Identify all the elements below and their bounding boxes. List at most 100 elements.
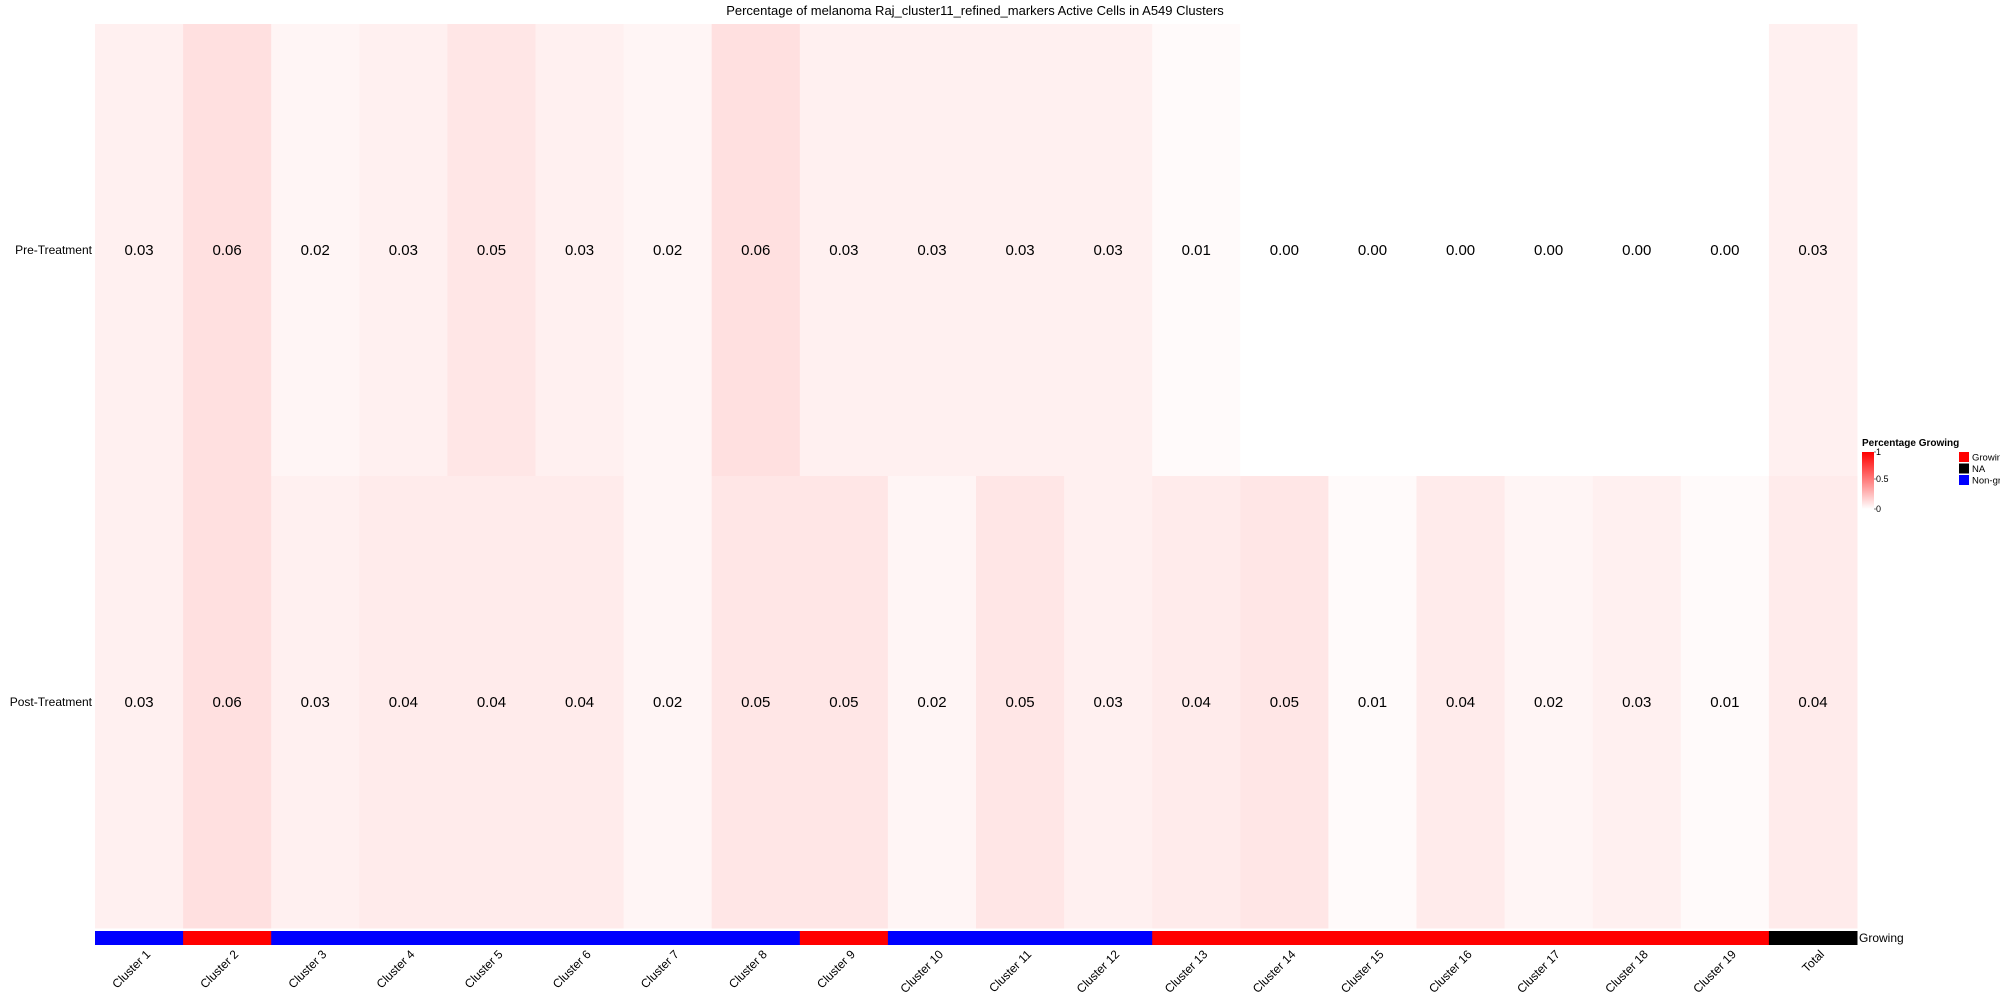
row-label: Pre-Treatment (15, 243, 93, 257)
heatmap-cell (1328, 476, 1417, 929)
cell-value-label: 0.04 (1446, 694, 1475, 711)
annotation-cell (1768, 931, 1858, 945)
column-label: Cluster 7 (638, 947, 682, 991)
heatmap-cell (271, 24, 360, 477)
cell-value-label: 0.00 (1270, 242, 1299, 259)
legend-color-scale (1862, 452, 1874, 509)
row-label: Post-Treatment (10, 695, 93, 709)
heatmap-cell (359, 24, 448, 477)
heatmap-cell (1768, 476, 1858, 929)
heatmap-cell (95, 24, 184, 477)
column-label: Cluster 5 (462, 947, 506, 991)
cell-value-label: 0.02 (917, 694, 946, 711)
annotation-cell (1064, 931, 1153, 945)
column-label: Cluster 9 (814, 947, 858, 991)
heatmap-cell (711, 476, 801, 929)
cell-value-label: 0.03 (1005, 242, 1034, 259)
cell-value-label: 0.01 (1182, 242, 1211, 259)
cell-value-label: 0.03 (1622, 694, 1651, 711)
cell-value-label: 0.03 (124, 242, 153, 259)
heatmap-cell (447, 24, 536, 477)
cell-value-label: 0.06 (741, 242, 770, 259)
heatmap-cell (1592, 476, 1682, 929)
annotation-cell (1592, 931, 1682, 945)
legend-swatch (1959, 463, 1969, 474)
annotation-cell (183, 931, 272, 945)
annotation-cell (1504, 931, 1594, 945)
cell-value-label: 0.03 (1094, 242, 1123, 259)
column-label: Cluster 8 (726, 947, 770, 991)
cell-value-label: 0.04 (1182, 694, 1211, 711)
heatmap-cell (1064, 476, 1153, 929)
annotation-cell (1328, 931, 1417, 945)
heatmap-cell (976, 24, 1065, 477)
heatmap-cell (1152, 476, 1241, 929)
annotation-cell (976, 931, 1065, 945)
heatmap-cell (1680, 24, 1770, 477)
cell-value-label: 0.06 (213, 694, 242, 711)
heatmap-cell (887, 24, 977, 477)
cell-value-label: 0.00 (1446, 242, 1475, 259)
legend-tick-label: 0.5 (1876, 474, 1889, 484)
column-label: Cluster 18 (1602, 947, 1651, 996)
legend-tick-label: 0 (1876, 504, 1881, 514)
column-label: Cluster 14 (1250, 947, 1299, 996)
annotation-cell (535, 931, 625, 945)
column-label: Cluster 12 (1074, 947, 1123, 996)
legend-swatch (1959, 452, 1969, 462)
cell-value-label: 0.05 (1005, 694, 1034, 711)
cell-value-label: 0.02 (301, 242, 330, 259)
annotation-cell (711, 931, 801, 945)
column-label: Cluster 15 (1338, 947, 1387, 996)
annotation-cell (1680, 931, 1770, 945)
column-label: Cluster 2 (197, 947, 241, 991)
annotation-cell (1416, 931, 1506, 945)
heatmap-cell (1504, 476, 1594, 929)
column-label: Cluster 4 (374, 947, 418, 991)
heatmap-cell (1152, 24, 1241, 477)
heatmap-cell (1240, 24, 1329, 477)
heatmap-cell (535, 24, 625, 477)
cell-value-label: 0.00 (1358, 242, 1387, 259)
legend: Percentage Growing 1 0.5 0 GrowingNANon-gr… (1862, 438, 2000, 514)
heatmap-cell (1592, 24, 1682, 477)
heatmap-cell (711, 24, 801, 477)
heatmap-cell (799, 476, 889, 929)
cell-value-label: 0.05 (829, 694, 858, 711)
cell-value-label: 0.02 (653, 694, 682, 711)
annotation-bar (95, 931, 1858, 945)
legend-tick-label: 1 (1876, 447, 1881, 457)
chart-title: Percentage of melanoma Raj_cluster11_ref… (726, 3, 1224, 18)
cell-value-label: 0.03 (829, 242, 858, 259)
heatmap-cell (1416, 476, 1506, 929)
heatmap-cell (1680, 476, 1770, 929)
heatmap-cell (359, 476, 448, 929)
cell-value-label: 0.05 (477, 242, 506, 259)
heatmap-cell (976, 476, 1065, 929)
heatmap-cell (887, 476, 977, 929)
legend-item-label: NA (1972, 464, 1986, 475)
legend-swatch (1959, 475, 1969, 485)
heatmap-cell (535, 476, 625, 929)
column-label: Cluster 1 (109, 947, 153, 991)
cell-value-label: 0.02 (1534, 694, 1563, 711)
row-labels: Pre-Treatment Post-Treatment (10, 243, 93, 709)
annotation-cell (271, 931, 360, 945)
cell-value-label: 0.00 (1534, 242, 1563, 259)
cell-value-label: 0.03 (565, 242, 594, 259)
legend-category-items: GrowingNANon-growing (1959, 452, 2000, 487)
heatmap-cell (95, 476, 184, 929)
column-label: Cluster 13 (1162, 947, 1211, 996)
cell-value-label: 0.05 (741, 694, 770, 711)
cell-value-label: 0.03 (124, 694, 153, 711)
annotation-cell (447, 931, 536, 945)
cell-value-label: 0.03 (301, 694, 330, 711)
annotation-cell (799, 931, 889, 945)
heatmap-cell (623, 476, 713, 929)
legend-title: Percentage Growing (1862, 438, 1959, 449)
annotation-label: Growing (1859, 931, 1904, 945)
annotation-cell (887, 931, 977, 945)
annotation-cell (623, 931, 713, 945)
cell-value-label: 0.04 (565, 694, 594, 711)
